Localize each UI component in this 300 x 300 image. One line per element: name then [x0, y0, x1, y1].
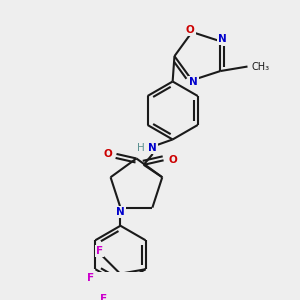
- Text: N: N: [218, 34, 226, 44]
- Text: O: O: [103, 149, 112, 159]
- Text: N: N: [189, 77, 198, 87]
- Text: N: N: [116, 207, 125, 217]
- Text: N: N: [148, 142, 157, 153]
- Text: O: O: [168, 155, 177, 165]
- Text: F: F: [100, 294, 107, 300]
- Text: H: H: [137, 142, 145, 153]
- Text: CH₃: CH₃: [251, 61, 269, 71]
- Text: F: F: [87, 273, 94, 283]
- Text: O: O: [186, 25, 194, 35]
- Text: F: F: [96, 246, 103, 256]
